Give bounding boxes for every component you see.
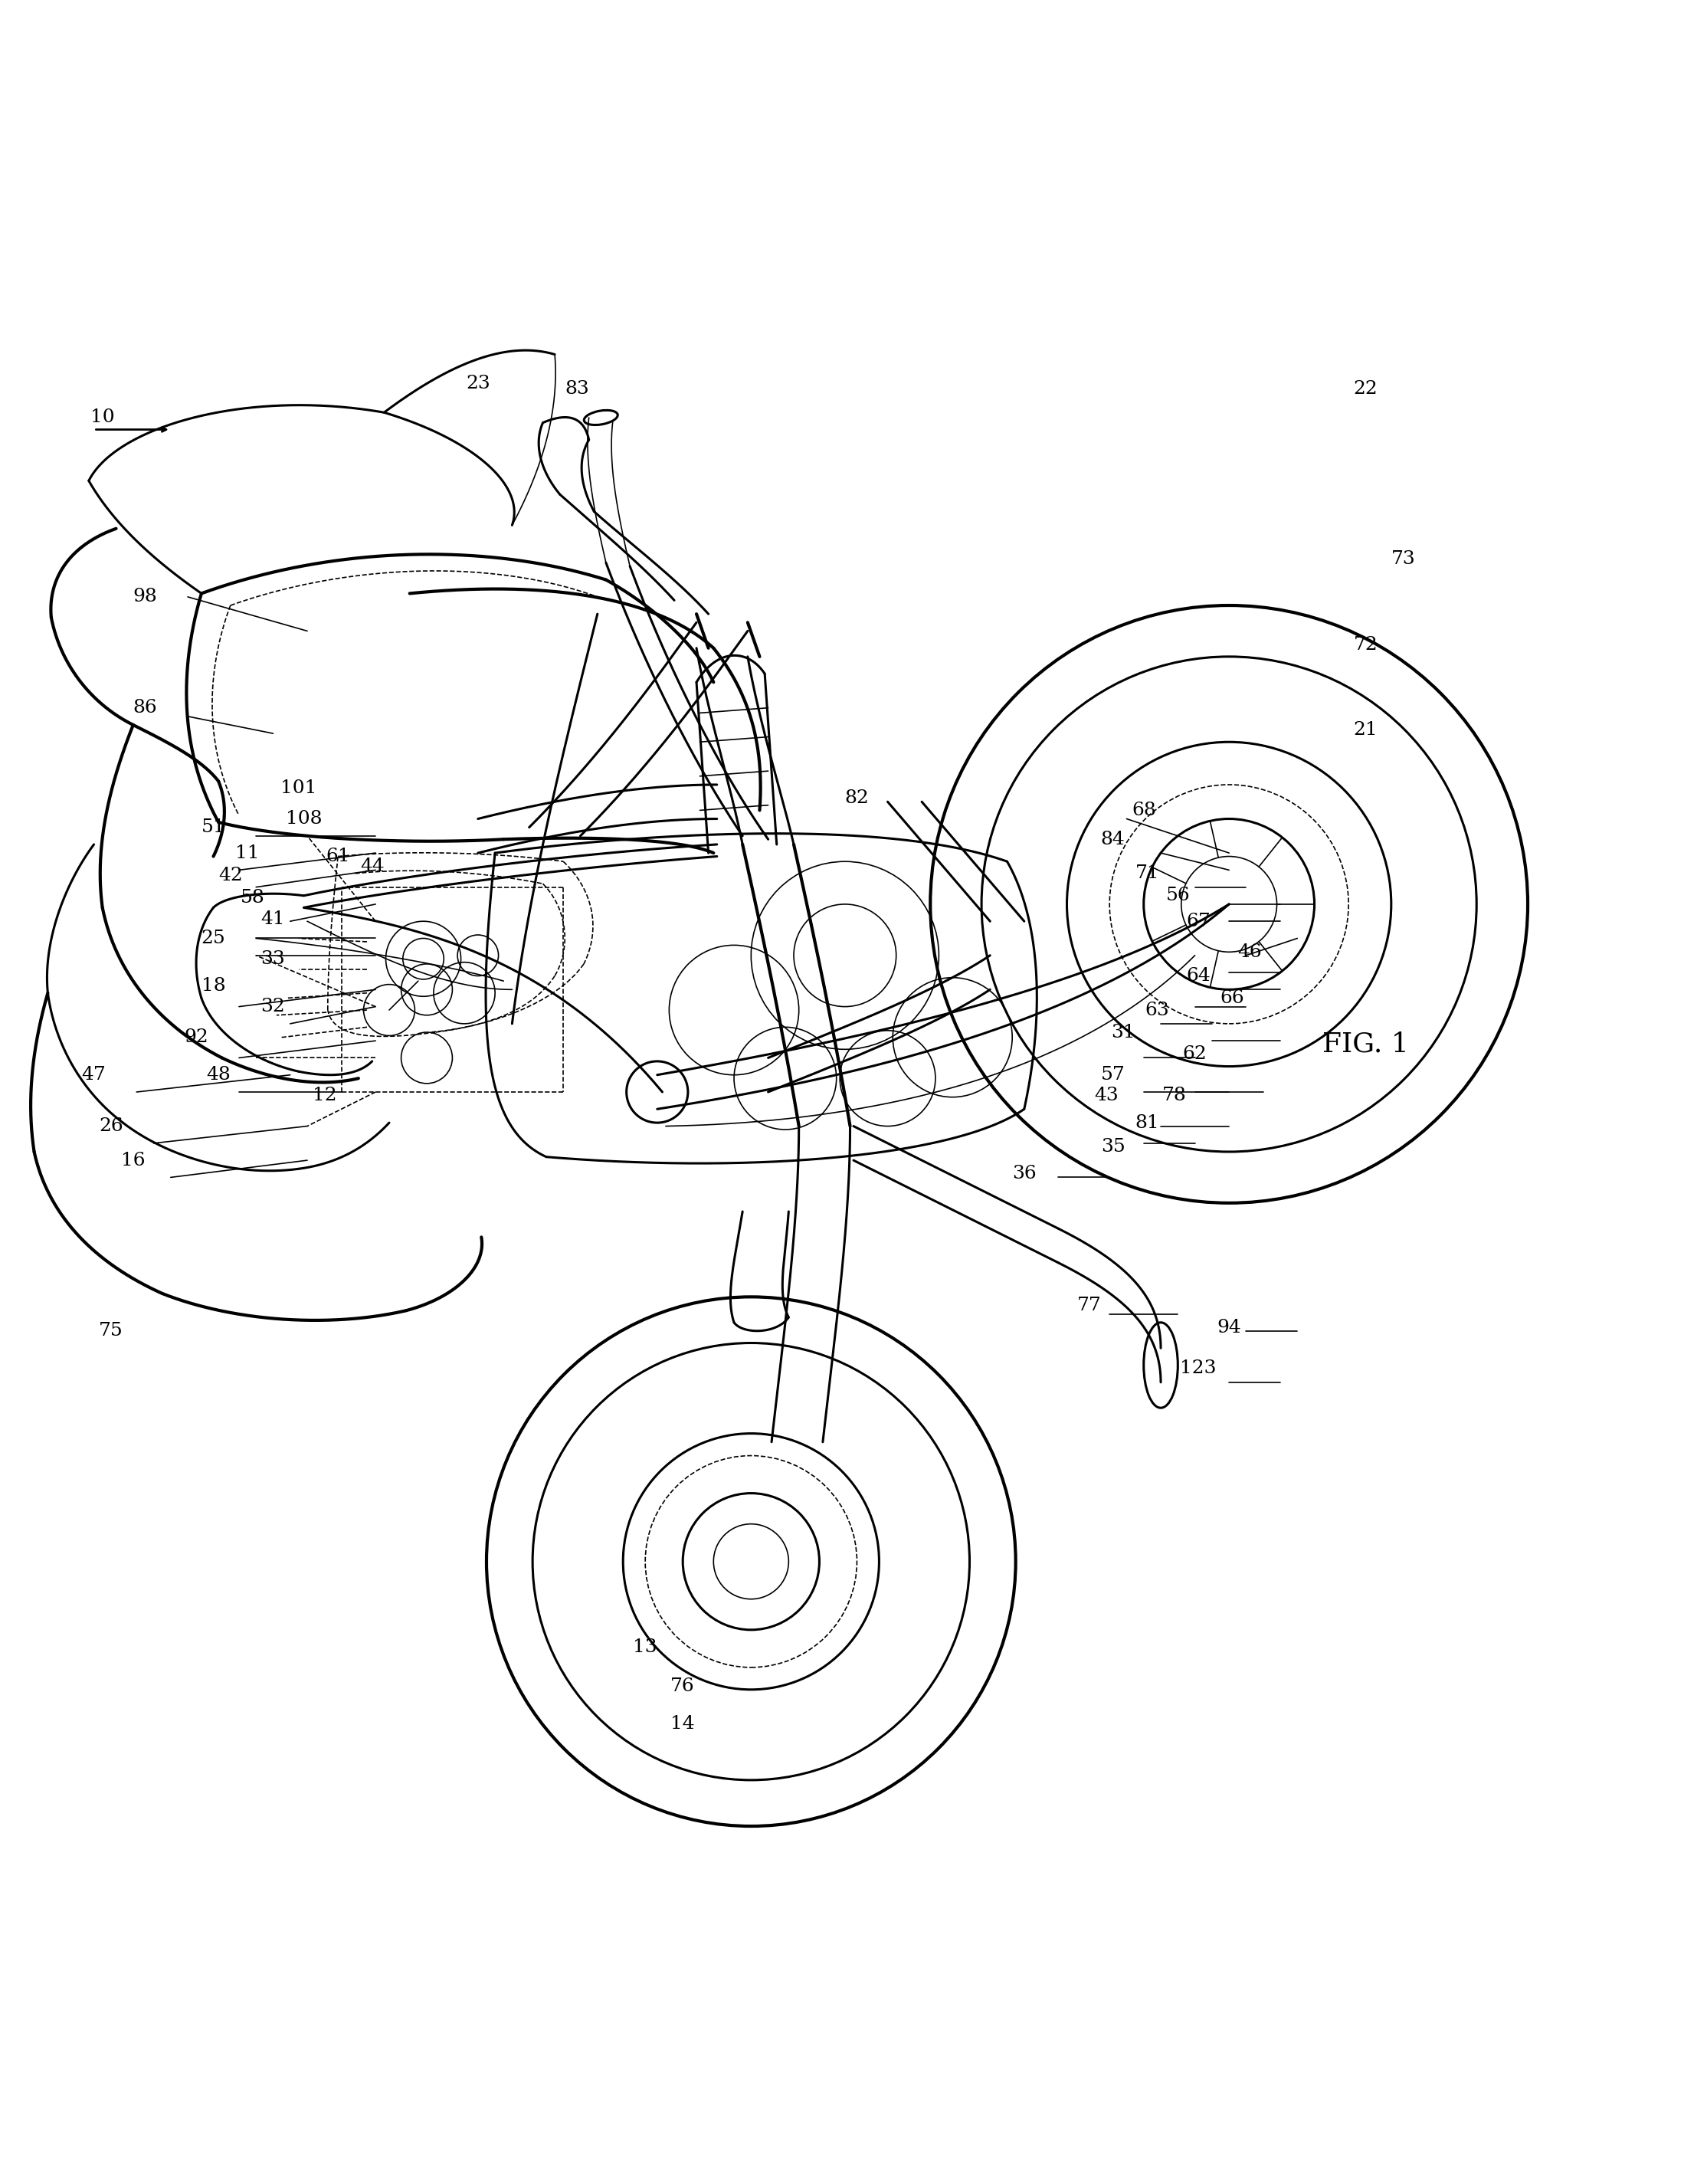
Text: 14: 14: [671, 1714, 695, 1732]
Text: 86: 86: [133, 699, 157, 716]
Text: 16: 16: [121, 1151, 145, 1168]
Text: 94: 94: [1217, 1319, 1241, 1337]
Text: 36: 36: [1012, 1164, 1036, 1184]
Text: 13: 13: [633, 1638, 657, 1655]
Text: 57: 57: [1101, 1066, 1125, 1083]
Text: 56: 56: [1166, 887, 1190, 904]
Text: 11: 11: [236, 845, 259, 863]
Text: 33: 33: [261, 950, 285, 968]
Text: 61: 61: [326, 847, 350, 865]
Text: 25: 25: [201, 930, 225, 948]
Text: 77: 77: [1077, 1297, 1101, 1315]
Text: 101: 101: [280, 780, 318, 797]
Text: 42: 42: [218, 867, 242, 885]
Text: 26: 26: [99, 1118, 123, 1136]
Text: 48: 48: [207, 1066, 230, 1083]
Text: 32: 32: [261, 998, 285, 1016]
Text: 41: 41: [261, 911, 285, 928]
Text: 12: 12: [312, 1088, 336, 1105]
Text: 43: 43: [1094, 1088, 1118, 1105]
Text: 63: 63: [1145, 1000, 1169, 1020]
Text: 58: 58: [241, 889, 265, 906]
Text: 64: 64: [1186, 968, 1210, 985]
Text: 83: 83: [565, 380, 589, 397]
Text: 68: 68: [1132, 802, 1156, 819]
Text: 72: 72: [1354, 636, 1378, 653]
Text: 18: 18: [201, 976, 225, 996]
Text: 47: 47: [82, 1066, 106, 1083]
Text: 75: 75: [99, 1321, 123, 1339]
Text: 62: 62: [1183, 1046, 1207, 1064]
Text: 67: 67: [1186, 913, 1210, 930]
Text: 84: 84: [1101, 830, 1125, 847]
Text: 108: 108: [285, 810, 323, 828]
Text: 71: 71: [1135, 865, 1159, 882]
Text: 35: 35: [1101, 1138, 1125, 1155]
Text: 92: 92: [184, 1029, 208, 1046]
Text: 31: 31: [1111, 1024, 1135, 1042]
Text: 76: 76: [671, 1677, 695, 1695]
Text: 81: 81: [1135, 1114, 1159, 1131]
Text: 10: 10: [90, 408, 114, 426]
Text: 22: 22: [1354, 380, 1378, 397]
Text: 123: 123: [1180, 1361, 1217, 1378]
Text: 66: 66: [1221, 989, 1244, 1007]
Text: 46: 46: [1238, 943, 1261, 961]
Text: 21: 21: [1354, 721, 1378, 738]
Text: 98: 98: [133, 587, 157, 605]
Text: 78: 78: [1162, 1088, 1186, 1105]
Text: 44: 44: [360, 858, 384, 876]
Text: FIG. 1: FIG. 1: [1323, 1031, 1408, 1057]
Text: 82: 82: [845, 791, 869, 808]
Text: 73: 73: [1391, 550, 1415, 568]
Text: 51: 51: [201, 819, 225, 836]
Text: 23: 23: [466, 376, 490, 393]
